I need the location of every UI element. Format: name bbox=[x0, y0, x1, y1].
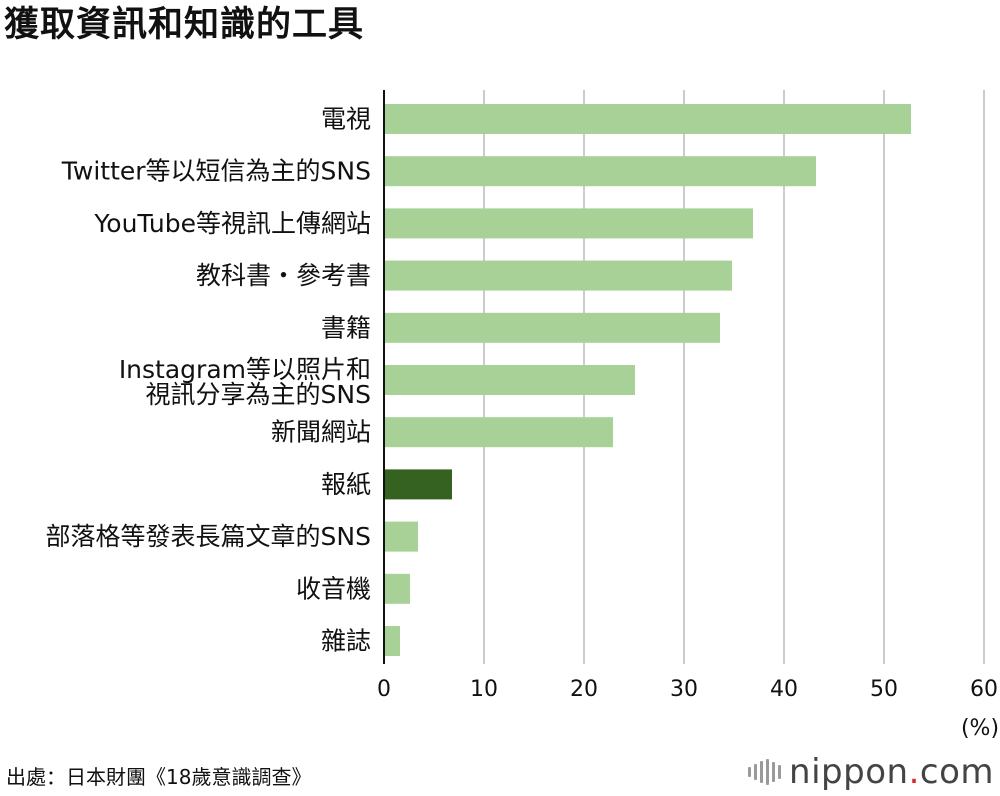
x-tick-label: 30 bbox=[670, 677, 698, 702]
category-label: Instagram等以照片和視訊分享為主的SNS bbox=[119, 355, 371, 409]
bar bbox=[385, 312, 720, 343]
x-tick-label: 20 bbox=[570, 677, 598, 702]
category-label: 部落格等發表長篇文章的SNS bbox=[46, 522, 371, 551]
bar bbox=[385, 104, 911, 134]
x-tick-labels: 0 10 20 30 40 50 60 bbox=[377, 677, 998, 702]
x-tick-label: 50 bbox=[870, 677, 898, 702]
bar-chart: 電視 Twitter等以短信為主的SNS YouTube等視訊上傳網站教科書・參考書… bbox=[46, 90, 999, 741]
category-label: Twitter等以短信為主的SNS bbox=[61, 157, 371, 186]
bar bbox=[385, 365, 635, 395]
bar bbox=[385, 573, 410, 604]
bar bbox=[385, 260, 732, 291]
x-tick-label: 60 bbox=[970, 677, 998, 702]
category-label: 書籍 bbox=[321, 313, 371, 342]
category-label: YouTube等視訊上傳網站 bbox=[93, 209, 371, 238]
category-label: 報紙 bbox=[321, 470, 371, 499]
x-tick-label: 10 bbox=[470, 677, 498, 702]
category-labels: 電視 Twitter等以短信為主的SNS YouTube等視訊上傳網站教科書・參考書… bbox=[46, 105, 371, 656]
category-label: 電視 bbox=[321, 105, 371, 134]
logo-text: nippon.com bbox=[789, 752, 994, 792]
x-unit-label: (%) bbox=[961, 716, 999, 741]
logo-mark-icon bbox=[748, 759, 782, 785]
bar bbox=[385, 208, 753, 239]
bar bbox=[385, 156, 816, 187]
category-label: 教科書・參考書 bbox=[196, 261, 371, 290]
bar bbox=[385, 417, 613, 448]
source-note: 出處：日本財團《18歲意識調查》 bbox=[6, 765, 312, 789]
bar bbox=[385, 626, 400, 656]
x-tick-label: 0 bbox=[377, 677, 391, 702]
category-label: 新聞網站 bbox=[271, 418, 371, 447]
bars bbox=[385, 104, 911, 656]
bar bbox=[385, 521, 418, 552]
chart-title: 獲取資訊和知識的工具 bbox=[4, 5, 365, 45]
bar bbox=[385, 469, 452, 500]
nippon-logo: nippon.com bbox=[748, 752, 994, 792]
category-label: 雜誌 bbox=[321, 627, 371, 656]
category-label: 收音機 bbox=[296, 574, 371, 603]
x-tick-label: 40 bbox=[770, 677, 798, 702]
